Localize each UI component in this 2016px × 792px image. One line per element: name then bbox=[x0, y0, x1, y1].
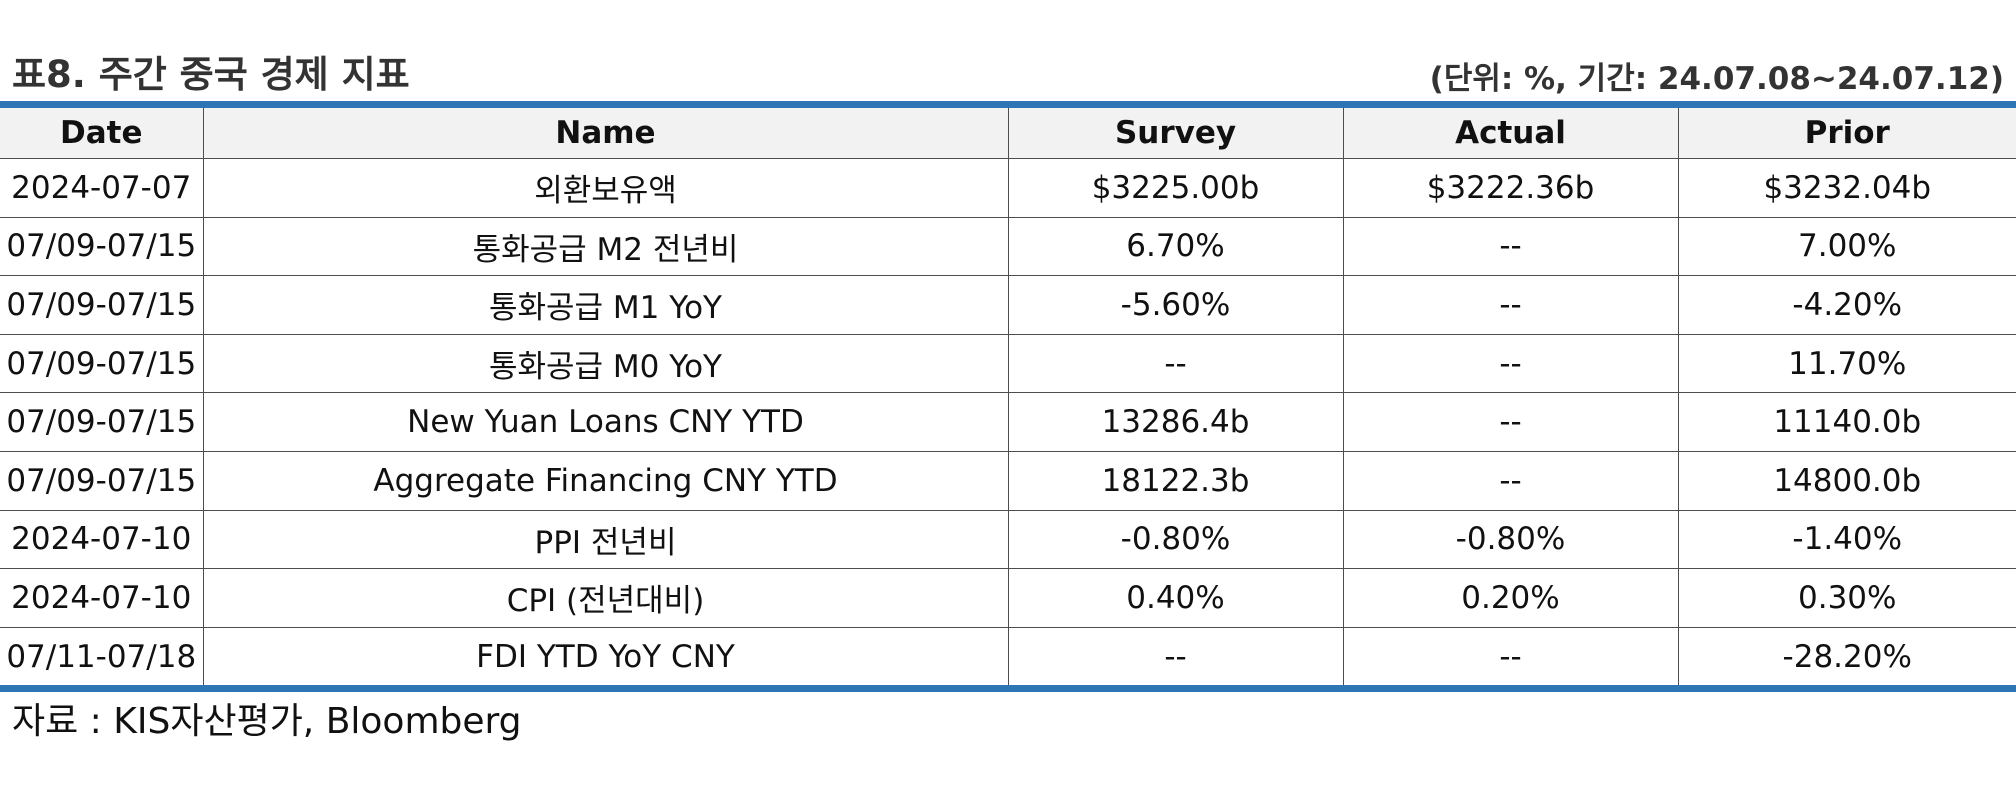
header-prior: Prior bbox=[1677, 108, 2016, 159]
indicator-table: Date Name Survey Actual Prior 2024-07-07… bbox=[0, 108, 2016, 686]
cell-name: 통화공급 M1 YoY bbox=[202, 275, 1009, 335]
table-row: 07/09-07/15 Aggregate Financing CNY YTD … bbox=[0, 450, 2016, 511]
cell-survey: -0.80% bbox=[1007, 509, 1344, 570]
cell-date: 2024-07-07 bbox=[0, 158, 204, 218]
cell-survey: -- bbox=[1007, 626, 1344, 686]
cell-actual: -- bbox=[1342, 216, 1679, 277]
cell-survey: -5.60% bbox=[1007, 275, 1344, 335]
cell-actual: -- bbox=[1342, 333, 1679, 394]
cell-name: New Yuan Loans CNY YTD bbox=[202, 392, 1009, 452]
cell-name: 외환보유액 bbox=[202, 158, 1009, 218]
table-row: 2024-07-07 외환보유액 $3225.00b $3222.36b $32… bbox=[0, 158, 2016, 218]
header-date: Date bbox=[0, 108, 204, 159]
cell-survey: -- bbox=[1007, 333, 1344, 394]
table-row: 2024-07-10 CPI (전년대비) 0.40% 0.20% 0.30% bbox=[0, 568, 2016, 628]
table-row: 07/09-07/15 통화공급 M2 전년비 6.70% -- 7.00% bbox=[0, 216, 2016, 277]
cell-date: 07/09-07/15 bbox=[0, 216, 204, 277]
cell-date: 07/09-07/15 bbox=[0, 275, 204, 335]
cell-survey: $3225.00b bbox=[1007, 158, 1344, 218]
cell-actual: -- bbox=[1342, 392, 1679, 452]
cell-actual: 0.20% bbox=[1342, 568, 1679, 628]
cell-survey: 0.40% bbox=[1007, 568, 1344, 628]
cell-survey: 13286.4b bbox=[1007, 392, 1344, 452]
cell-name: 통화공급 M0 YoY bbox=[202, 333, 1009, 394]
cell-date: 07/11-07/18 bbox=[0, 626, 204, 686]
cell-prior: 14800.0b bbox=[1677, 450, 2016, 511]
cell-actual: -- bbox=[1342, 450, 1679, 511]
cell-survey: 18122.3b bbox=[1007, 450, 1344, 511]
header-survey: Survey bbox=[1007, 108, 1344, 159]
cell-actual: -0.80% bbox=[1342, 509, 1679, 570]
source-note: 자료 : KIS자산평가, Bloomberg bbox=[12, 701, 522, 742]
table-row: 07/09-07/15 New Yuan Loans CNY YTD 13286… bbox=[0, 392, 2016, 452]
cell-prior: 7.00% bbox=[1677, 216, 2016, 277]
cell-prior: 0.30% bbox=[1677, 568, 2016, 628]
table-row: 07/09-07/15 통화공급 M0 YoY -- -- 11.70% bbox=[0, 333, 2016, 394]
cell-name: 통화공급 M2 전년비 bbox=[202, 216, 1009, 277]
header-actual: Actual bbox=[1342, 108, 1679, 159]
cell-actual: $3222.36b bbox=[1342, 158, 1679, 218]
unit-note: (단위: %, 기간: 24.07.08~24.07.12) bbox=[1429, 61, 2004, 97]
cell-name: FDI YTD YoY CNY bbox=[202, 626, 1009, 686]
header-name: Name bbox=[202, 108, 1009, 159]
table-row: 07/09-07/15 통화공급 M1 YoY -5.60% -- -4.20% bbox=[0, 275, 2016, 335]
cell-survey: 6.70% bbox=[1007, 216, 1344, 277]
cell-prior: 11140.0b bbox=[1677, 392, 2016, 452]
cell-name: CPI (전년대비) bbox=[202, 568, 1009, 628]
table-caption-row: 표8. 주간 중국 경제 지표 (단위: %, 기간: 24.07.08~24.… bbox=[12, 48, 2004, 98]
table-title: 표8. 주간 중국 경제 지표 bbox=[12, 53, 410, 96]
cell-prior: 11.70% bbox=[1677, 333, 2016, 394]
indicator-table-container: Date Name Survey Actual Prior 2024-07-07… bbox=[0, 101, 2016, 693]
cell-date: 2024-07-10 bbox=[0, 568, 204, 628]
table-row: 07/11-07/18 FDI YTD YoY CNY -- -- -28.20… bbox=[0, 626, 2016, 686]
cell-date: 07/09-07/15 bbox=[0, 450, 204, 511]
cell-actual: -- bbox=[1342, 275, 1679, 335]
table-row: 2024-07-10 PPI 전년비 -0.80% -0.80% -1.40% bbox=[0, 509, 2016, 570]
cell-prior: -28.20% bbox=[1677, 626, 2016, 686]
cell-name: PPI 전년비 bbox=[202, 509, 1009, 570]
cell-prior: $3232.04b bbox=[1677, 158, 2016, 218]
table-header-row: Date Name Survey Actual Prior bbox=[0, 108, 2016, 159]
cell-date: 2024-07-10 bbox=[0, 509, 204, 570]
cell-date: 07/09-07/15 bbox=[0, 392, 204, 452]
cell-name: Aggregate Financing CNY YTD bbox=[202, 450, 1009, 511]
cell-prior: -4.20% bbox=[1677, 275, 2016, 335]
cell-prior: -1.40% bbox=[1677, 509, 2016, 570]
cell-date: 07/09-07/15 bbox=[0, 333, 204, 394]
cell-actual: -- bbox=[1342, 626, 1679, 686]
